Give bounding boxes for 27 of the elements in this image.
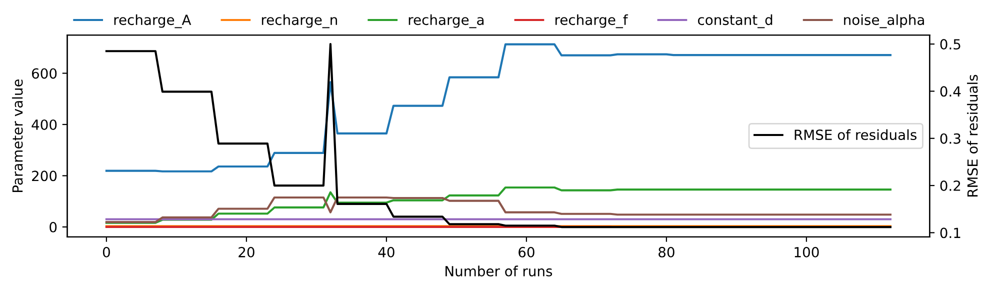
y-tick-label: 200 — [32, 170, 57, 182]
y2-tick-label: 0.1 — [940, 228, 960, 238]
legend-label: recharge_f — [555, 14, 628, 28]
y2-axis-title: RMSE of residuals — [967, 74, 978, 196]
line-series — [105, 196, 892, 224]
x-axis-title: Number of runs — [446, 266, 552, 276]
legend-label: recharge_n — [262, 14, 337, 28]
legend-label: constant_d — [698, 14, 772, 28]
y-axis-title: Parameter value — [12, 79, 23, 192]
x-tick-label: 0 — [102, 246, 110, 258]
y-tick-label: 0 — [50, 222, 57, 232]
legend-label: recharge_a — [408, 14, 484, 28]
legend-label: noise_alpha — [844, 14, 924, 28]
legend-label: RMSE of residuals — [794, 129, 916, 140]
x-tick-label: 80 — [658, 246, 674, 258]
y-tick-label: 400 — [32, 119, 57, 130]
y2-tick-label: 0.4 — [940, 86, 961, 97]
x-tick-label: 100 — [794, 246, 819, 258]
x-tick-label: 60 — [518, 246, 534, 258]
legend-label: recharge_A — [114, 14, 192, 28]
x-tick-label: 40 — [378, 246, 394, 258]
y2-tick-label: 0.2 — [940, 180, 960, 191]
y2-tick-label: 0.5 — [940, 39, 960, 50]
y2-tick-label: 0.3 — [940, 133, 960, 144]
y-tick-label: 600 — [32, 68, 57, 79]
line-series — [105, 186, 892, 224]
x-tick-label: 20 — [238, 246, 254, 258]
